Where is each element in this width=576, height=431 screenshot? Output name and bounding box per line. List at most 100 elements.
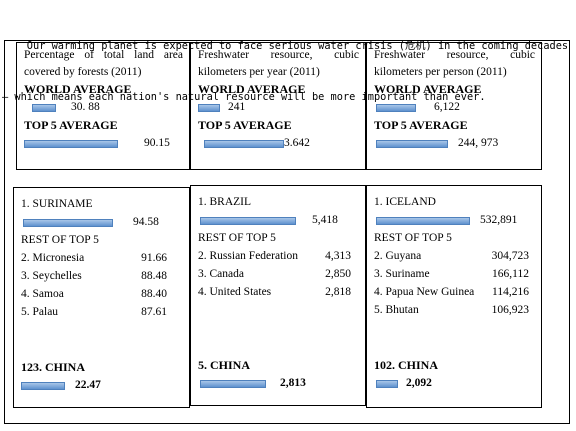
country-name: 5. Bhutan bbox=[374, 303, 419, 316]
top5-average-bar bbox=[204, 139, 284, 148]
china-bar bbox=[200, 379, 266, 388]
china-rank-label: 102. CHINA bbox=[374, 358, 439, 372]
list-item: 4. Papua New Guinea 114,216 bbox=[374, 283, 535, 301]
world-average-label: WORLD AVERAGE bbox=[198, 82, 306, 96]
country-value: 114,216 bbox=[492, 285, 529, 298]
top5-average-row: 3.642 bbox=[198, 134, 359, 153]
list-item: 3. Canada 2,850 bbox=[198, 265, 359, 283]
infographic-frame bbox=[4, 40, 570, 424]
forest-description: Percentage of total land area covered by… bbox=[24, 47, 183, 81]
top5-average-value: 90.15 bbox=[144, 137, 170, 149]
china-row: 2,813 bbox=[198, 374, 359, 393]
china-rank-label: 123. CHINA bbox=[21, 360, 86, 374]
list-item: 3. Seychelles 88.48 bbox=[21, 267, 183, 285]
freshwater-person-ranking-box: 1. ICELAND 532,891 REST OF TOP 5 2. Guya… bbox=[366, 185, 542, 408]
country-value: 304,723 bbox=[491, 249, 529, 262]
country-name: 4. United States bbox=[198, 285, 272, 298]
list-item: 2. Guyana 304,723 bbox=[374, 247, 535, 265]
top5-average-bar bbox=[24, 139, 118, 148]
country-name: 4. Papua New Guinea bbox=[374, 285, 475, 298]
china-value: 2,813 bbox=[280, 377, 306, 389]
country-value: 2,850 bbox=[325, 267, 351, 280]
top5-average-value: 3.642 bbox=[284, 137, 310, 149]
china-value: 22.47 bbox=[75, 379, 101, 391]
freshwater-person-description: Freshwater resource, cubic kilometers pe… bbox=[374, 47, 535, 81]
world-average-row: 30. 88 bbox=[24, 98, 183, 117]
rank-1-row: 5,418 bbox=[198, 211, 359, 230]
freshwater-year-description: Freshwater resource, cubic kilometers pe… bbox=[198, 47, 359, 81]
freshwater-year-ranking-box: 1. BRAZIL 5,418 REST OF TOP 5 2. Russian… bbox=[190, 185, 366, 406]
country-name: 2. Guyana bbox=[374, 249, 422, 262]
rank-1-row: 532,891 bbox=[374, 211, 535, 230]
list-item: 5. Palau 87.61 bbox=[21, 303, 183, 321]
country-name: 2. Micronesia bbox=[21, 251, 85, 264]
rank-1-value: 532,891 bbox=[480, 214, 518, 226]
world-average-label: WORLD AVERAGE bbox=[374, 82, 482, 96]
forest-ranking-box: 1. SURINAME 94.58 REST OF TOP 5 2. Micro… bbox=[13, 187, 190, 408]
rank-1-value: 5,418 bbox=[312, 214, 338, 226]
world-average-value: 30. 88 bbox=[71, 101, 100, 113]
country-name: 3. Seychelles bbox=[21, 269, 82, 282]
rest-of-top5-label: REST OF TOP 5 bbox=[21, 234, 99, 246]
top5-average-value: 244, 973 bbox=[458, 137, 499, 149]
country-name: 5. Palau bbox=[21, 305, 59, 318]
rest-of-top5-label: REST OF TOP 5 bbox=[198, 232, 276, 244]
country-name: 4. Samoa bbox=[21, 287, 64, 300]
list-item: 3. Suriname 166,112 bbox=[374, 265, 535, 283]
china-value: 2,092 bbox=[406, 377, 432, 389]
description-line: Freshwater resource, cubic bbox=[198, 49, 359, 61]
intro-line-1: Our warming planet is expected to face s… bbox=[2, 40, 569, 52]
intro-line-2: — which means each nation's natural reso… bbox=[2, 91, 486, 103]
description-line: covered by forests (2011) bbox=[24, 66, 142, 78]
rank-1-name: 1. ICELAND bbox=[374, 196, 436, 208]
country-name: 2. Russian Federation bbox=[198, 249, 298, 262]
country-value: 166,112 bbox=[492, 267, 529, 280]
world-average-row: 6,122 bbox=[374, 98, 535, 117]
rest-of-top5-label: REST OF TOP 5 bbox=[374, 232, 452, 244]
world-average-bar bbox=[32, 103, 56, 112]
top5-average-row: 244, 973 bbox=[374, 134, 535, 153]
country-value: 87.61 bbox=[141, 305, 167, 318]
top5-average-row: 90.15 bbox=[24, 134, 183, 153]
list-item: 4. Samoa 88.40 bbox=[21, 285, 183, 303]
country-name: 3. Canada bbox=[198, 267, 244, 280]
country-value: 88.40 bbox=[141, 287, 167, 300]
rank-1-value: 94.58 bbox=[133, 216, 159, 228]
list-item: 2. Micronesia 91.66 bbox=[21, 249, 183, 267]
china-rank-label: 5. CHINA bbox=[198, 358, 251, 372]
freshwater-year-summary-box: Freshwater resource, cubic kilometers pe… bbox=[190, 42, 366, 170]
rank-1-bar bbox=[376, 216, 470, 225]
world-average-bar bbox=[198, 103, 220, 112]
top5-average-label: TOP 5 AVERAGE bbox=[24, 118, 118, 132]
country-name: 3. Suriname bbox=[374, 267, 430, 280]
forest-summary-box: Percentage of total land area covered by… bbox=[16, 42, 190, 170]
rank-1-bar bbox=[23, 218, 113, 227]
china-row: 22.47 bbox=[21, 376, 183, 395]
world-average-bar bbox=[376, 103, 416, 112]
country-value: 4,313 bbox=[325, 249, 351, 262]
top5-average-label: TOP 5 AVERAGE bbox=[374, 118, 468, 132]
rank-1-bar bbox=[200, 216, 296, 225]
top5-average-bar bbox=[376, 139, 448, 148]
rank-1-name: 1. BRAZIL bbox=[198, 196, 252, 208]
world-average-value: 241 bbox=[228, 101, 246, 113]
description-line: Percentage of total land area bbox=[24, 49, 183, 61]
description-line: Freshwater resource, cubic bbox=[374, 49, 535, 61]
top5-average-label: TOP 5 AVERAGE bbox=[198, 118, 292, 132]
rank-1-row: 94.58 bbox=[21, 213, 183, 232]
list-item: 5. Bhutan 106,923 bbox=[374, 301, 535, 319]
description-line: kilometers per year (2011) bbox=[198, 66, 320, 78]
description-line: kilometers per person (2011) bbox=[374, 66, 507, 78]
world-average-label: WORLD AVERAGE bbox=[24, 82, 132, 96]
china-bar bbox=[21, 381, 65, 390]
country-value: 2,818 bbox=[325, 285, 351, 298]
china-row: 2,092 bbox=[374, 374, 535, 393]
list-item: 4. United States 2,818 bbox=[198, 283, 359, 301]
country-value: 91.66 bbox=[141, 251, 167, 264]
intro-paragraph: Our warming planet is expected to face s… bbox=[2, 4, 574, 123]
rank-1-name: 1. SURINAME bbox=[21, 198, 93, 210]
freshwater-person-summary-box: Freshwater resource, cubic kilometers pe… bbox=[366, 42, 542, 170]
country-value: 106,923 bbox=[491, 303, 529, 316]
list-item: 2. Russian Federation 4,313 bbox=[198, 247, 359, 265]
country-value: 88.48 bbox=[141, 269, 167, 282]
